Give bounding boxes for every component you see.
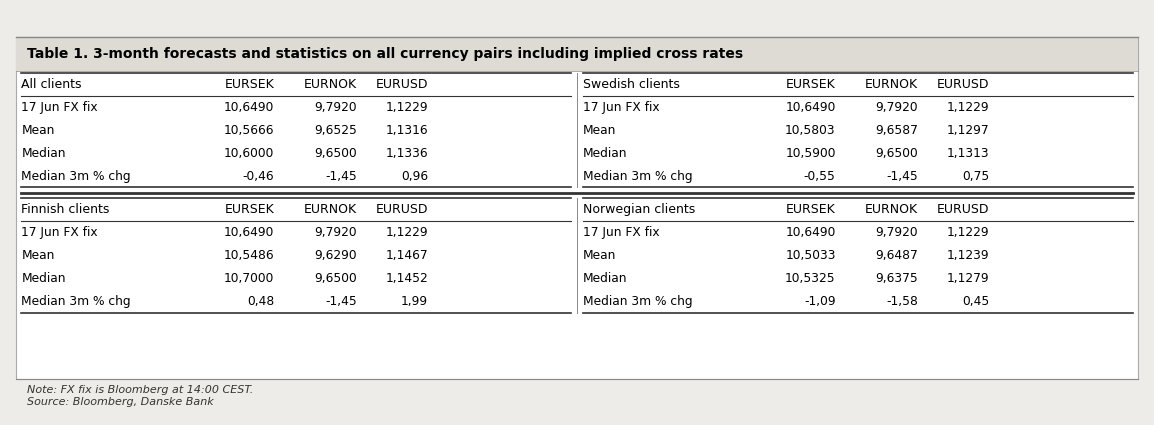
Text: 10,6490: 10,6490 [224, 101, 275, 114]
Text: 10,6000: 10,6000 [224, 147, 275, 160]
Text: Mean: Mean [22, 249, 54, 262]
Text: 9,7920: 9,7920 [876, 226, 919, 239]
Text: 9,7920: 9,7920 [314, 226, 357, 239]
Text: 1,1467: 1,1467 [385, 249, 428, 262]
Text: 9,7920: 9,7920 [314, 101, 357, 114]
Text: 1,1229: 1,1229 [385, 101, 428, 114]
Text: 17 Jun FX fix: 17 Jun FX fix [22, 101, 98, 114]
Text: Source: Bloomberg, Danske Bank: Source: Bloomberg, Danske Bank [27, 397, 213, 407]
Text: 9,6525: 9,6525 [314, 124, 357, 137]
Text: Median 3m % chg: Median 3m % chg [583, 170, 692, 183]
Text: EURUSD: EURUSD [376, 78, 428, 91]
Text: 10,6490: 10,6490 [786, 101, 835, 114]
Text: 10,5803: 10,5803 [785, 124, 835, 137]
Text: 1,1313: 1,1313 [947, 147, 990, 160]
Text: 1,1239: 1,1239 [947, 249, 990, 262]
Text: 1,99: 1,99 [402, 295, 428, 308]
Text: 10,5900: 10,5900 [785, 147, 835, 160]
Text: Median: Median [22, 272, 66, 285]
Text: EURUSD: EURUSD [376, 203, 428, 216]
Text: 10,5486: 10,5486 [224, 249, 275, 262]
Text: 1,1229: 1,1229 [947, 226, 990, 239]
Text: 9,6375: 9,6375 [876, 272, 919, 285]
Text: 0,45: 0,45 [962, 295, 990, 308]
Text: 1,1452: 1,1452 [385, 272, 428, 285]
Text: -1,09: -1,09 [804, 295, 835, 308]
Text: 10,5666: 10,5666 [224, 124, 275, 137]
Text: 1,1297: 1,1297 [947, 124, 990, 137]
Text: 9,6500: 9,6500 [876, 147, 919, 160]
Text: 17 Jun FX fix: 17 Jun FX fix [583, 101, 659, 114]
Text: 0,75: 0,75 [962, 170, 990, 183]
Text: 17 Jun FX fix: 17 Jun FX fix [583, 226, 659, 239]
Text: Norwegian clients: Norwegian clients [583, 203, 695, 216]
Text: EURNOK: EURNOK [304, 78, 357, 91]
Text: 1,1336: 1,1336 [385, 147, 428, 160]
Text: Note: FX fix is Bloomberg at 14:00 CEST.: Note: FX fix is Bloomberg at 14:00 CEST. [27, 385, 254, 394]
Text: EURSEK: EURSEK [786, 78, 835, 91]
Text: 17 Jun FX fix: 17 Jun FX fix [22, 226, 98, 239]
Text: EURNOK: EURNOK [866, 78, 919, 91]
Text: 9,6290: 9,6290 [314, 249, 357, 262]
Text: 9,6500: 9,6500 [314, 147, 357, 160]
Text: EURSEK: EURSEK [225, 78, 275, 91]
Text: -1,45: -1,45 [886, 170, 919, 183]
Bar [16, 37, 1138, 379]
Bar [16, 37, 1138, 71]
Text: Median: Median [583, 272, 628, 285]
Text: Median 3m % chg: Median 3m % chg [22, 170, 130, 183]
Text: 10,6490: 10,6490 [786, 226, 835, 239]
Text: 9,7920: 9,7920 [876, 101, 919, 114]
Text: Table 1. 3-month forecasts and statistics on all currency pairs including implie: Table 1. 3-month forecasts and statistic… [27, 47, 743, 61]
Text: Median 3m % chg: Median 3m % chg [583, 295, 692, 308]
Text: 0,96: 0,96 [402, 170, 428, 183]
Text: -0,46: -0,46 [242, 170, 275, 183]
Text: 9,6587: 9,6587 [875, 124, 919, 137]
Text: 10,5033: 10,5033 [785, 249, 835, 262]
Text: Median: Median [583, 147, 628, 160]
Text: Mean: Mean [583, 249, 616, 262]
Text: EURUSD: EURUSD [937, 78, 990, 91]
Text: Median 3m % chg: Median 3m % chg [22, 295, 130, 308]
Text: Median: Median [22, 147, 66, 160]
Text: 9,6500: 9,6500 [314, 272, 357, 285]
Text: 1,1229: 1,1229 [947, 101, 990, 114]
Text: 10,7000: 10,7000 [224, 272, 275, 285]
Text: EURNOK: EURNOK [866, 203, 919, 216]
Text: EURNOK: EURNOK [304, 203, 357, 216]
Text: Swedish clients: Swedish clients [583, 78, 680, 91]
Text: 0,48: 0,48 [247, 295, 275, 308]
Text: Mean: Mean [22, 124, 54, 137]
Text: 1,1279: 1,1279 [947, 272, 990, 285]
Text: -1,58: -1,58 [886, 295, 919, 308]
Text: Mean: Mean [583, 124, 616, 137]
Text: -1,45: -1,45 [325, 170, 357, 183]
Text: 10,5325: 10,5325 [785, 272, 835, 285]
Text: -1,45: -1,45 [325, 295, 357, 308]
Text: All clients: All clients [22, 78, 82, 91]
Text: 1,1229: 1,1229 [385, 226, 428, 239]
Text: EURSEK: EURSEK [786, 203, 835, 216]
Text: 9,6487: 9,6487 [876, 249, 919, 262]
Text: Finnish clients: Finnish clients [22, 203, 110, 216]
Text: 10,6490: 10,6490 [224, 226, 275, 239]
Text: EURSEK: EURSEK [225, 203, 275, 216]
Text: EURUSD: EURUSD [937, 203, 990, 216]
Text: -0,55: -0,55 [804, 170, 835, 183]
Text: 1,1316: 1,1316 [385, 124, 428, 137]
